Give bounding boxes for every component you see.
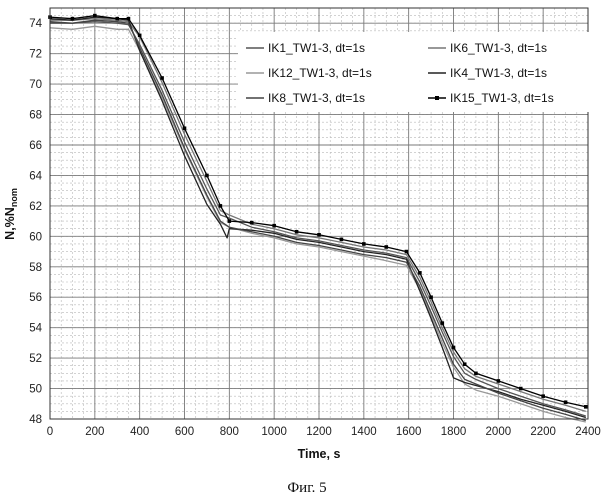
data-point [462,362,467,366]
y-tick-label: 54 [29,323,42,335]
plot-border [49,7,589,420]
x-tick-labels: 0 200 400 600 800 1000 1200 1400 1600 1800 2000 220… [47,426,601,438]
y-tick-labels: 48 50 52 54 56 58 60 62 64 66 68 70 72 74 [29,18,42,426]
legend-label: IK15_TW1-3, dt=1s [450,91,554,105]
x-tick-label: 1400 [351,426,377,438]
data-point [227,219,232,223]
x-tick-label: 200 [85,426,104,438]
y-tick-label: 56 [29,292,42,304]
x-tick-label: 1600 [396,426,422,438]
y-tick-label: 72 [29,49,42,61]
series-6 [48,13,588,409]
data-point [160,76,164,80]
data-point [115,16,120,21]
data-point [474,371,478,376]
y-tick-label: 50 [29,384,42,396]
data-point [362,242,366,246]
series-5 [49,19,586,422]
data-point [272,223,276,228]
series-lines [48,13,588,423]
y-tick-label: 68 [29,110,42,122]
y-axis-title: N,%Nnom [3,188,19,240]
x-axis-title: Time, s [298,447,341,461]
data-point [451,345,456,350]
y-tick-label: 74 [29,18,42,30]
legend-label: IK8_TW1-3, dt=1s [268,91,365,105]
legend-item: IK15_TW1-3, dt=1s [428,91,554,105]
legend-items: IK1_TW1-3, dt=1s IK6_TW1-3, dt=1s IK12_TW1… [246,41,554,105]
legend-label: IK12_TW1-3, dt=1s [268,66,372,80]
data-point [418,271,422,275]
data-point [384,245,389,249]
x-tick-label: 2200 [530,426,556,438]
data-point [317,233,321,237]
legend-label: IK6_TW1-3, dt=1s [450,41,547,55]
x-tick-label: 1000 [261,426,287,438]
x-tick-label: 800 [220,426,239,438]
legend-item: IK12_TW1-3, dt=1s [246,66,372,80]
x-tick-label: 2400 [575,426,601,438]
y-tick-label: 64 [29,170,42,182]
x-tick-label: 0 [47,426,53,438]
y-tick-label: 70 [29,79,42,91]
legend-item: IK4_TW1-3, dt=1s [428,66,547,80]
figure-caption: Фиг. 5 [287,480,326,496]
y-tick-label: 60 [29,231,42,243]
y-axis-title-subscript: nom [9,188,19,207]
legend-label: IK1_TW1-3, dt=1s [268,41,365,55]
y-tick-label: 52 [29,353,42,365]
y-tick-label: 48 [29,414,42,426]
data-point [70,16,75,21]
data-point [496,379,501,383]
data-point [137,33,142,38]
x-tick-label: 400 [130,426,149,438]
data-point [563,400,568,405]
legend-item: IK1_TW1-3, dt=1s [246,41,365,55]
legend-box [238,32,590,112]
data-point [429,295,433,300]
y-tick-label: 58 [29,262,42,274]
data-point [583,405,588,409]
data-point [93,13,97,18]
data-point [126,16,131,21]
data-point [205,173,209,178]
legend-item: IK6_TW1-3, dt=1s [428,41,547,55]
data-point [404,249,409,254]
data-point [182,126,187,131]
series-line [49,14,586,408]
data-point [249,220,254,225]
data-point [218,204,223,208]
data-point [339,237,344,242]
x-tick-label: 600 [175,426,194,438]
x-tick-label: 1200 [306,426,332,438]
series-1 [50,21,586,417]
series-line [50,21,586,417]
y-axis-title-main: N,%N [3,207,17,240]
y-tick-label: 62 [29,201,42,213]
data-point [541,394,545,398]
series-2 [50,18,586,413]
legend-marker [435,96,439,100]
legend-item: IK8_TW1-3, dt=1s [246,91,365,105]
y-tick-label: 66 [29,140,42,152]
series-line [50,18,586,413]
x-tick-label: 2000 [486,426,512,438]
x-tick-label: 1800 [441,426,467,438]
data-point [518,386,523,391]
series-4 [49,16,586,419]
series-line [49,16,586,419]
series-line [49,19,586,422]
data-point [294,229,299,234]
legend-label: IK4_TW1-3, dt=1s [450,66,547,80]
data-point [440,321,445,325]
legend: IK1_TW1-3, dt=1s IK6_TW1-3, dt=1s IK12_TW1… [238,32,590,112]
